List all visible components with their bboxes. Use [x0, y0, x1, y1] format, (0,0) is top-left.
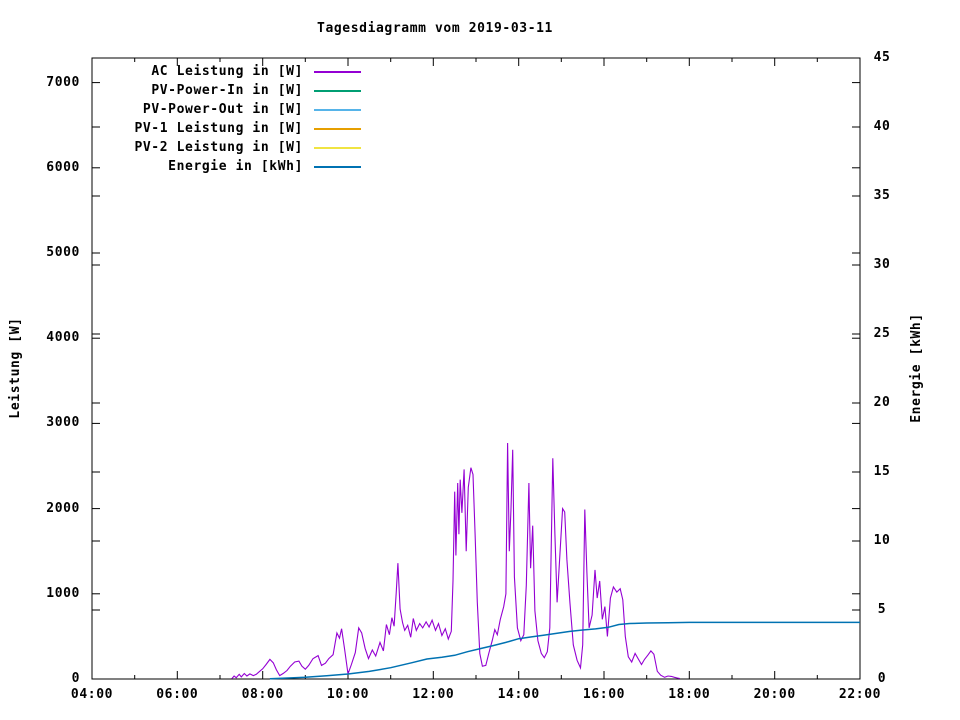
legend-row-pv-power-in: PV-Power-In in [W] [0, 82, 960, 100]
legend-row-pv-power-out: PV-Power-Out in [W] [0, 101, 960, 119]
legend-row-ac-leistung: AC Leistung in [W] [0, 63, 960, 81]
x-tick-label: 04:00 [70, 687, 114, 702]
y1-tick-label: 4000 [46, 330, 80, 346]
x-tick-label: 08:00 [241, 687, 284, 702]
y1-tick-label: 1000 [46, 585, 80, 601]
x-tick-label: 20:00 [753, 687, 796, 702]
legend-line-pv-power-out [314, 109, 361, 111]
y-axis-label-left: Leistung [W] [8, 317, 23, 419]
x-tick-label: 22:00 [838, 687, 882, 702]
x-tick-label: 06:00 [156, 687, 199, 702]
legend-line-pv1-leistung [314, 128, 361, 130]
y2-tick-label: 15 [873, 464, 891, 479]
y1-tick-label: 5000 [46, 245, 80, 260]
y2-tick-label: 5 [877, 602, 887, 617]
legend-line-energie [314, 166, 361, 168]
legend-label-pv-power-in: PV-Power-In in [W] [151, 83, 303, 98]
legend-line-pv2-leistung [314, 147, 361, 149]
energie-series [269, 621, 860, 680]
chart-title: Tagesdiagramm vom 2019-03-11 [317, 21, 553, 36]
legend-label-pv-power-out: PV-Power-Out in [W] [142, 102, 303, 117]
y2-tick-label: 35 [873, 188, 891, 203]
legend-line-ac-leistung [314, 71, 361, 73]
x-tick-label: 10:00 [326, 687, 370, 702]
y-axis-label-right: Energie [kWh] [909, 313, 924, 423]
legend-label-pv1-leistung: PV-1 Leistung in [W] [134, 121, 303, 136]
y2-tick-label: 45 [873, 50, 891, 65]
x-tick-label: 16:00 [582, 687, 626, 702]
x-tick-label: 18:00 [668, 687, 711, 702]
legend-row-energie: Energie in [kWh] [0, 158, 960, 176]
legend-label-ac-leistung: AC Leistung in [W] [151, 64, 303, 79]
y2-tick-label: 20 [873, 395, 891, 410]
x-tick-label: 12:00 [412, 687, 455, 702]
y1-tick-label: 0 [71, 671, 80, 686]
y2-tick-label: 40 [873, 119, 891, 134]
y2-tick-label: 25 [873, 326, 891, 341]
y1-tick-label: 3000 [46, 415, 80, 431]
legend-label-energie: Energie in [kWh] [168, 159, 303, 174]
y2-tick-label: 30 [873, 257, 891, 272]
legend-line-pv-power-in [314, 90, 361, 92]
y2-tick-label: 0 [877, 671, 887, 686]
y1-tick-label: 6000 [46, 159, 80, 175]
legend-row-pv1-leistung: PV-1 Leistung in [W] [0, 120, 960, 138]
y1-tick-label: 2000 [46, 500, 80, 516]
y2-tick-label: 10 [873, 533, 891, 548]
legend-label-pv2-leistung: PV-2 Leistung in [W] [134, 140, 303, 155]
legend-row-pv2-leistung: PV-2 Leistung in [W] [0, 139, 960, 157]
ac-leistung-series [231, 442, 681, 680]
x-tick-label: 14:00 [497, 687, 540, 702]
y1-tick-label: 7000 [46, 74, 80, 90]
